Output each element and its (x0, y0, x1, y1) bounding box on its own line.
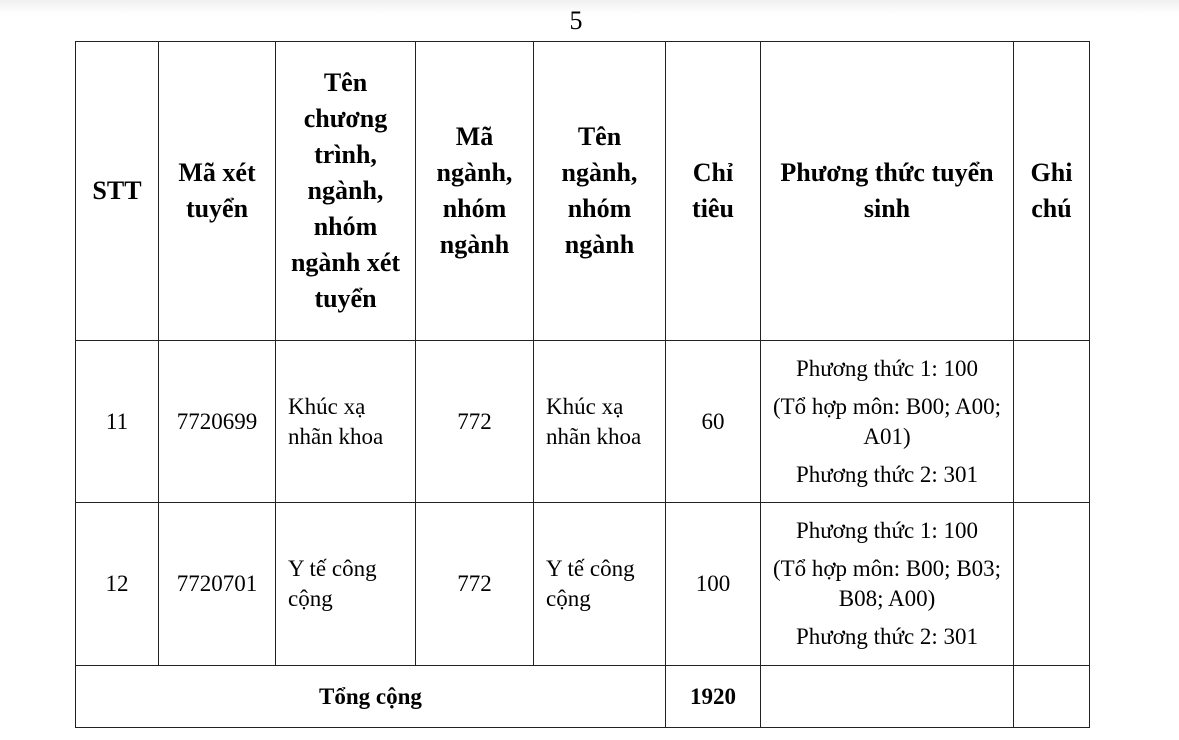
cell-chi-tieu: 60 (665, 340, 761, 503)
total-value: 1920 (665, 665, 761, 728)
header-ghi-chu: Ghi chú (1013, 41, 1090, 341)
header-ma-xet-tuyen: Mã xét tuyển (158, 41, 276, 341)
cell-phuong-thuc: Phương thức 1: 100 (Tổ hợp môn: B00; B03… (760, 502, 1014, 666)
header-stt: STT (75, 41, 159, 341)
cell-chi-tieu: 100 (665, 502, 761, 666)
total-row: Tổng cộng 1920 (75, 665, 1090, 728)
cell-ghi-chu (1013, 502, 1090, 666)
table-row: 12 7720701 Y tế công cộng 772 Y tế công … (75, 502, 1090, 666)
admission-table: STT Mã xét tuyển Tên chương trình, ngành… (75, 41, 1090, 728)
cell-phuong-thuc: Phương thức 1: 100 (Tổ hợp môn: B00; A00… (760, 340, 1014, 503)
header-phuong-thuc: Phương thức tuyển sinh (760, 41, 1014, 341)
header-ten-nganh: Tên ngành, nhóm ngành (533, 41, 666, 341)
cell-stt: 11 (75, 340, 159, 503)
to-hop-mon: (Tổ hợp môn: B00; B03; B08; A00) (772, 556, 1002, 611)
to-hop-mon: (Tổ hợp môn: B00; A00; A01) (772, 393, 1002, 449)
total-empty-cell (760, 665, 1014, 728)
cell-ten-chuong-trinh: Y tế công cộng (275, 502, 416, 666)
cell-ma-nganh: 772 (415, 340, 534, 503)
cell-ma-xet-tuyen: 7720699 (158, 340, 276, 503)
header-chi-tieu: Chỉ tiêu (665, 41, 761, 341)
header-row: STT Mã xét tuyển Tên chương trình, ngành… (75, 41, 1090, 341)
total-label: Tổng cộng (75, 665, 666, 728)
phuong-thuc-2: Phương thức 2: 301 (795, 461, 979, 487)
cell-stt: 12 (75, 502, 159, 666)
phuong-thuc-1: Phương thức 1: 100 (795, 518, 979, 543)
cell-ten-nganh: Y tế công cộng (533, 502, 666, 666)
page-number: 5 (569, 6, 583, 35)
phuong-thuc-2: Phương thức 2: 301 (795, 624, 979, 649)
cell-ten-chuong-trinh: Khúc xạ nhãn khoa (275, 340, 416, 503)
total-empty-cell (1013, 665, 1090, 728)
cell-ma-xet-tuyen: 7720701 (158, 502, 276, 666)
table-row: 11 7720699 Khúc xạ nhãn khoa 772 Khúc xạ… (75, 340, 1090, 503)
cell-ma-nganh: 772 (415, 502, 534, 666)
header-ten-chuong-trinh: Tên chương trình, ngành, nhóm ngành xét … (275, 41, 416, 341)
cell-ten-nganh: Khúc xạ nhãn khoa (533, 340, 666, 503)
header-ma-nganh: Mã ngành, nhóm ngành (415, 41, 534, 341)
cell-ghi-chu (1013, 340, 1090, 503)
phuong-thuc-1: Phương thức 1: 100 (795, 355, 979, 381)
